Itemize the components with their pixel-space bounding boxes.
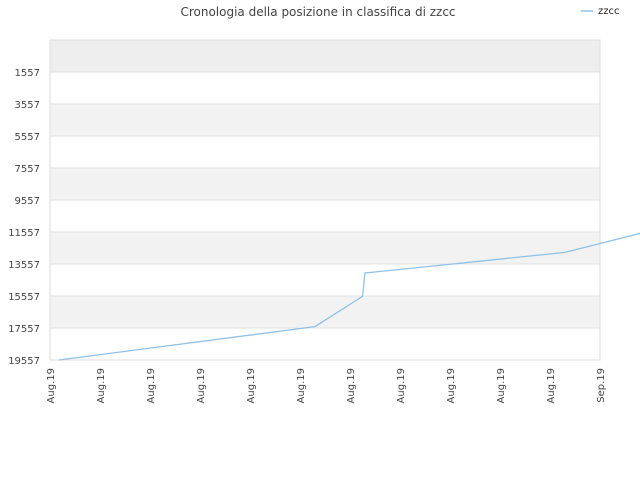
plot-area — [49, 39, 601, 361]
y-axis: 1557 3557 5557 7557 9557 11557 13557 15557 17557… — [8, 68, 40, 367]
x-tick-label: Aug.19 — [196, 368, 207, 403]
plot-band — [50, 328, 600, 360]
x-tick-label: Aug.19 — [446, 368, 457, 403]
plot-band — [50, 136, 600, 168]
plot-band — [50, 296, 600, 328]
series-layer — [58, 232, 640, 361]
x-tick-label: Aug.19 — [46, 368, 57, 403]
y-tick-label: 3557 — [15, 100, 40, 111]
y-tick-label: 5557 — [15, 132, 40, 143]
y-tick-label: 15557 — [8, 292, 40, 303]
plot-band — [50, 168, 600, 200]
x-tick-label: Aug.19 — [246, 368, 257, 403]
plot-band — [50, 200, 600, 232]
legend-label: zzcc — [598, 6, 620, 17]
x-tick-label: Aug.19 — [296, 368, 307, 403]
plot-band — [50, 232, 600, 264]
series-line — [58, 232, 640, 361]
x-tick-label: Aug.19 — [96, 368, 107, 403]
x-tick-label: Aug.19 — [396, 368, 407, 403]
y-tick-label: 1557 — [15, 68, 40, 79]
x-tick-label: Aug.19 — [546, 368, 557, 403]
y-tick-label: 19557 — [8, 356, 40, 367]
y-tick-label: 17557 — [8, 324, 40, 335]
y-tick-label: 13557 — [8, 260, 40, 271]
legend: zzcc — [581, 6, 620, 17]
plot-band — [50, 40, 600, 72]
plot-band — [50, 264, 600, 296]
y-tick-label: 9557 — [15, 196, 40, 207]
x-axis: Aug.19 Aug.19 Aug.19 Aug.19 Aug.19 Aug.19 Aug.… — [46, 368, 607, 403]
x-tick-label: Aug.19 — [346, 368, 357, 403]
x-tick-label: Sep.19 — [596, 368, 607, 403]
plot-border — [49, 39, 601, 361]
plot-band — [50, 72, 600, 104]
y-tick-label: 7557 — [15, 164, 40, 175]
x-tick-label: Aug.19 — [146, 368, 157, 403]
y-tick-label: 11557 — [8, 228, 40, 239]
plot-band — [50, 104, 600, 136]
x-tick-label: Aug.19 — [496, 368, 507, 403]
chart-title: Cronologia della posizione in classifica… — [180, 5, 455, 19]
